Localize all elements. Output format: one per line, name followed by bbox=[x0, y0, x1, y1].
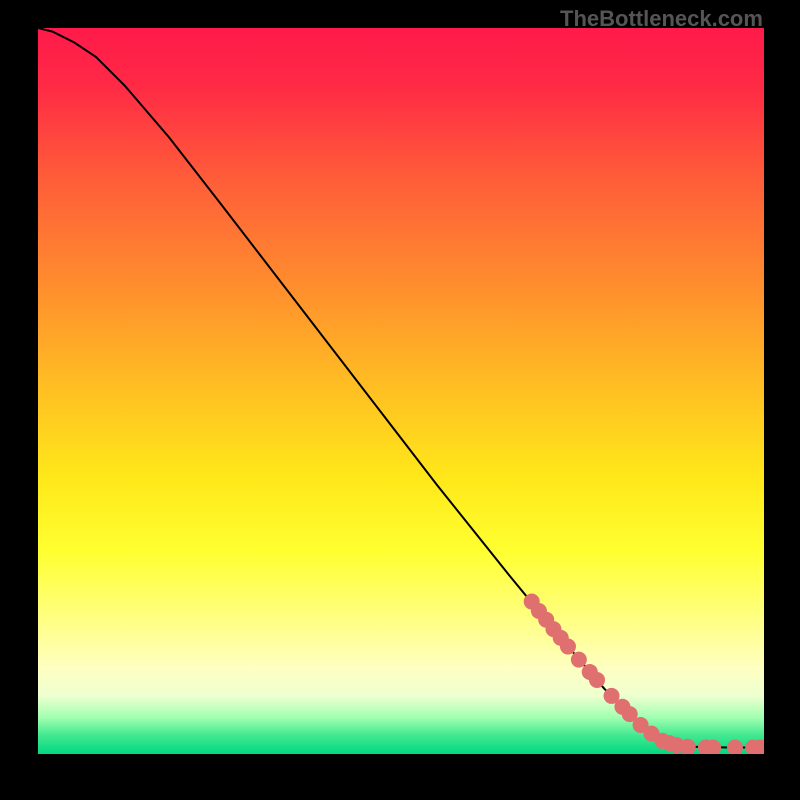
data-marker bbox=[589, 672, 605, 688]
data-marker bbox=[560, 639, 576, 655]
chart-svg bbox=[38, 28, 764, 754]
watermark-text: TheBottleneck.com bbox=[560, 6, 763, 32]
data-marker bbox=[571, 652, 587, 668]
chart-container bbox=[38, 28, 764, 754]
chart-background bbox=[38, 28, 764, 754]
data-marker bbox=[680, 739, 696, 754]
